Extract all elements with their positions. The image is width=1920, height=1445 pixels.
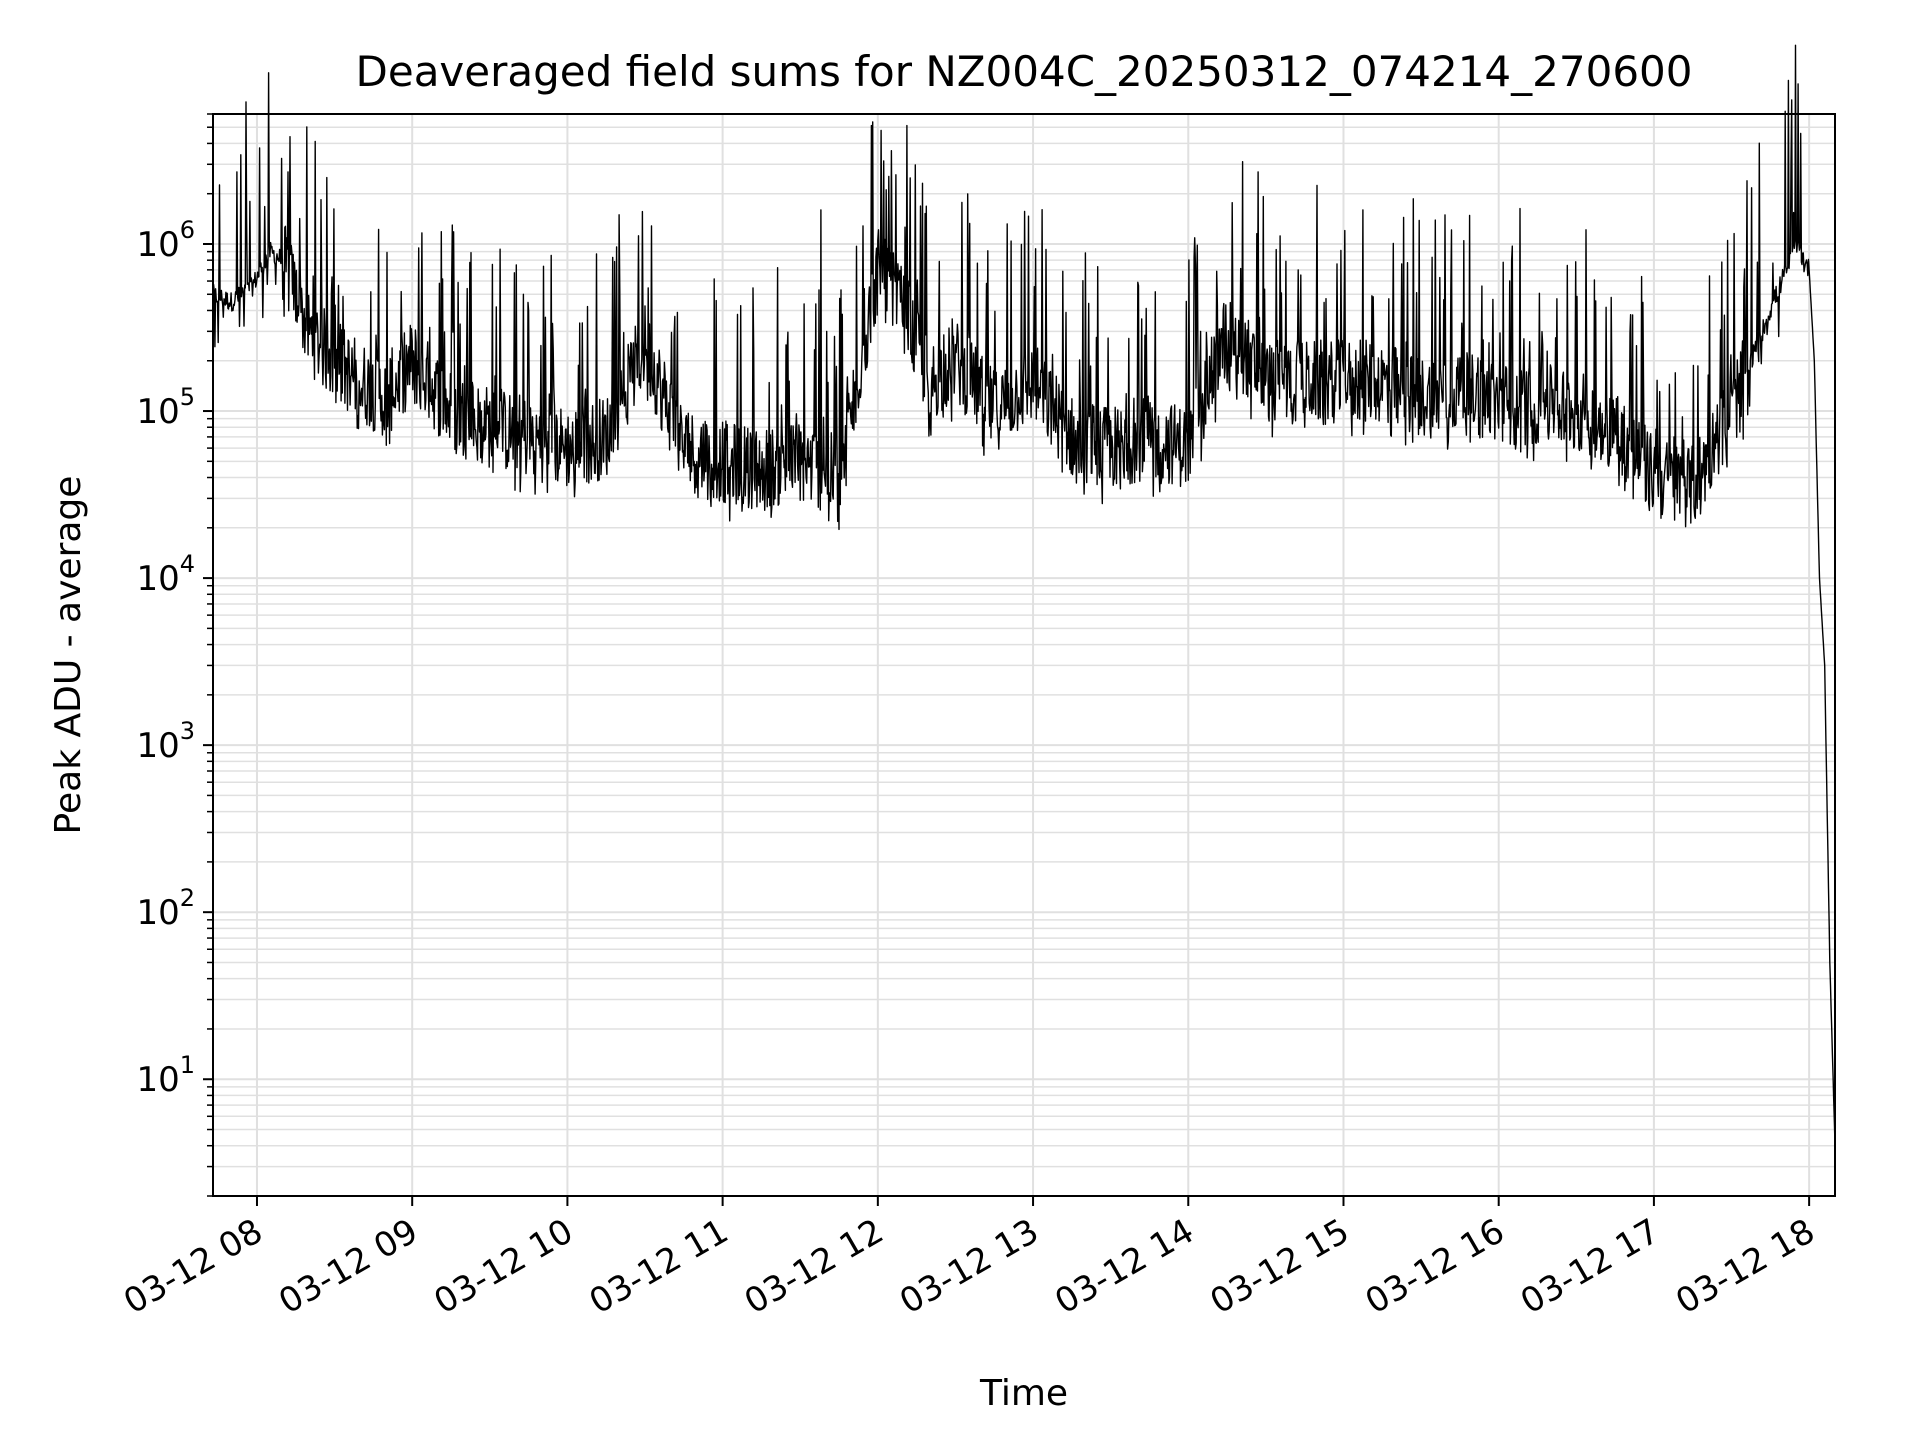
plot-frame [212, 113, 1836, 1197]
grid [213, 113, 1835, 1197]
y-tick-label: 102 [136, 884, 195, 933]
y-tick-label: 104 [136, 550, 195, 599]
y-tick-label: 103 [136, 717, 195, 766]
x-axis-label: Time [979, 1373, 1068, 1414]
series-line [212, 44, 1836, 1146]
y-tick-label: 106 [136, 216, 195, 265]
y-tick-label: 105 [136, 383, 195, 432]
y-tick-label: 101 [136, 1051, 195, 1100]
chart-title: Deaveraged field sums for NZ004C_2025031… [356, 47, 1693, 96]
y-axis-label: Peak ADU - average [48, 476, 89, 835]
y-axis-ticks: 101 102 103 104 105 106 [136, 113, 213, 1197]
plot-area [212, 44, 1836, 1146]
